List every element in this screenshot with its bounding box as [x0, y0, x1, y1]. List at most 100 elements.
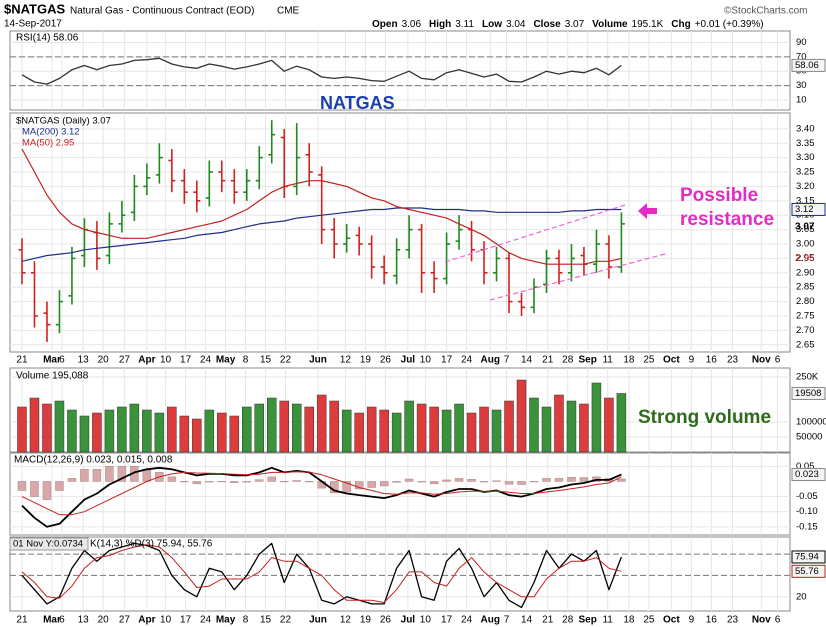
macd-histogram: [567, 477, 576, 482]
volume-bar: [92, 412, 102, 453]
volume-bar: [179, 415, 190, 453]
x-tick-label: 6: [775, 355, 781, 366]
macd-histogram: [542, 478, 551, 482]
value-tag: 58.06: [795, 60, 819, 71]
volume-bar: [616, 393, 627, 453]
y-tick-label: 3.20: [796, 181, 815, 192]
moving-average: [21, 148, 622, 265]
volume-bar: [154, 412, 165, 453]
x-tick-label: May: [216, 355, 236, 366]
macd-histogram: [579, 477, 589, 482]
x-tick-label: 28: [562, 355, 574, 366]
x-tick-label: May: [216, 615, 236, 626]
legend: MA(50) 2.95: [22, 138, 74, 149]
macd-line: [21, 466, 622, 528]
macd-histogram: [392, 481, 401, 483]
y-tick-label: 3.35: [796, 138, 815, 149]
x-tick-label: 26: [380, 355, 392, 366]
quote-label: Close: [533, 19, 561, 30]
x-tick-label: 7: [504, 355, 510, 366]
volume-bar: [254, 403, 265, 453]
volume-bar: [279, 400, 289, 453]
x-tick-label: 18: [623, 615, 635, 626]
y-tick-label: 30: [796, 80, 807, 91]
volume-bar: [217, 412, 227, 453]
quote-label: Open: [372, 19, 398, 30]
volume-bar: [416, 403, 427, 453]
macd-signal: [21, 471, 622, 516]
macd-histogram: [142, 469, 152, 482]
ma-last: 2.95: [795, 253, 815, 264]
x-tick-label: 21: [542, 355, 554, 366]
x-tick-label: 23: [727, 355, 739, 366]
annotation: Possible: [680, 185, 758, 206]
x-tick-label: 21: [16, 615, 28, 626]
x-tick-label: Apr: [138, 615, 155, 626]
volume-bar: [604, 397, 614, 453]
value-tag: 75.94: [795, 551, 819, 562]
x-tick-label: 6: [59, 615, 65, 626]
panel: [9, 112, 791, 353]
x-tick-label: 19: [360, 615, 372, 626]
x-tick-label: 24: [461, 355, 473, 366]
macd-histogram: [479, 481, 489, 483]
quote-value: 3.06: [402, 19, 422, 30]
x-tick-label: 24: [200, 355, 212, 366]
x-tick-label: 6: [59, 355, 65, 366]
exchange: CME: [277, 6, 300, 17]
volume-bar: [541, 406, 552, 453]
quote-value: +0.01 (+0.39%): [695, 19, 764, 30]
y-tick-label: 70: [796, 51, 807, 62]
quote-value: 195.1K: [632, 19, 664, 30]
y-tick-label: 50000: [796, 432, 822, 443]
macd-histogram: [305, 481, 314, 483]
legend: K(14,3) %D(3) 75.94, 55.76: [90, 539, 213, 550]
y-tick-label: 0.05: [796, 461, 815, 472]
x-tick-label: 10: [420, 615, 432, 626]
x-tick-label: 14: [521, 615, 533, 626]
legend: Volume 195,088: [16, 371, 89, 382]
y-tick-label: 3.15: [796, 195, 815, 206]
x-tick-label: Oct: [663, 355, 680, 366]
annotation: Strong volume: [638, 407, 771, 428]
volume-bar: [316, 394, 327, 453]
quote-label: Chg: [671, 19, 690, 30]
volume-bar: [354, 412, 364, 453]
annotation: NATGAS: [320, 93, 395, 113]
x-tick-label: Mar: [43, 615, 61, 626]
volume-bar: [454, 403, 464, 453]
y-tick-label: 3.25: [796, 167, 815, 178]
macd-histogram: [617, 478, 626, 482]
legend: RSI(14) 58.06: [16, 33, 79, 44]
x-tick-label: 17: [180, 355, 192, 366]
volume-bar: [54, 400, 65, 453]
macd-histogram: [267, 476, 276, 482]
x-tick-label: 11: [602, 355, 613, 366]
x-tick-label: Jun: [309, 615, 327, 626]
value-tag-box: [791, 467, 826, 481]
x-tick-label: Sep: [579, 615, 597, 626]
x-tick-label: 17: [441, 615, 453, 626]
macd-histogram: [354, 481, 364, 490]
x-tick-label: 21: [542, 615, 554, 626]
indicator-line: [21, 542, 623, 609]
x-tick-label: 27: [119, 355, 131, 366]
quote-label: High: [429, 19, 451, 30]
x-tick-label: 18: [623, 355, 635, 366]
volume-bar: [42, 403, 52, 453]
value-tag: 0.023: [795, 469, 819, 480]
date: 14-Sep-2017: [4, 19, 62, 30]
macd-histogram: [167, 476, 177, 482]
macd-histogram: [442, 479, 451, 482]
value-tag: 55.76: [795, 566, 819, 577]
volume-bar: [192, 418, 202, 453]
panel: [9, 536, 791, 612]
macd-histogram: [367, 481, 376, 488]
x-tick-label: 13: [78, 615, 90, 626]
macd-histogram: [217, 481, 226, 483]
x-tick-label: Nov: [752, 355, 771, 366]
arrow: [638, 203, 657, 219]
last-close: 3.07: [795, 222, 815, 233]
